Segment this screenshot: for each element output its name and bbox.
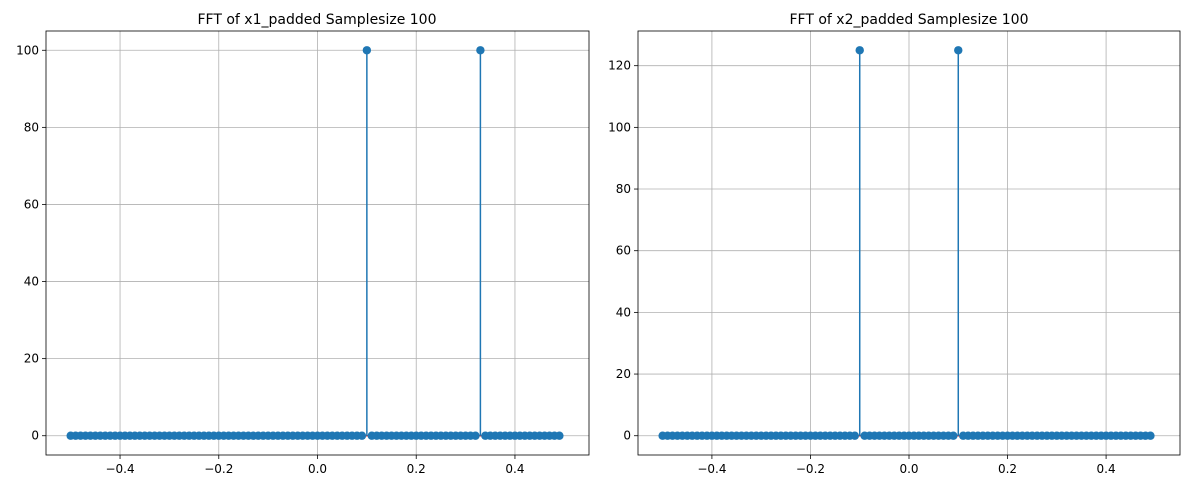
stems (366, 50, 482, 436)
x-tick-label: −0.4 (105, 462, 134, 476)
stem-marker (357, 431, 367, 440)
markers (66, 46, 564, 440)
x-tick-label: −0.2 (796, 462, 825, 476)
stem-marker (476, 46, 485, 55)
stems (858, 50, 960, 436)
y-tick-label: 60 (24, 197, 39, 211)
x-tick-label: 0.0 (899, 462, 918, 476)
stem-marker (850, 431, 859, 440)
stem-marker (949, 431, 958, 440)
y-tick-label: 80 (24, 120, 39, 134)
stem-marker (1146, 431, 1155, 440)
stem-marker (855, 46, 864, 55)
x-tick-label: 0.2 (998, 462, 1017, 476)
x-tick-label: 0.4 (505, 462, 524, 476)
subplot-2: FFT of x2_padded Samplesize 100 −0.4 −0.2… (608, 12, 1181, 476)
y-tick-label: 100 (16, 43, 39, 57)
y-tick-label: 20 (24, 352, 39, 366)
y-tick-label: 80 (616, 182, 631, 196)
chart-title: FFT of x2_padded Samplesize 100 (790, 12, 1029, 28)
stem-marker (954, 46, 963, 55)
y-tick-label: 40 (616, 305, 631, 319)
y-tick-label: 100 (608, 120, 631, 134)
markers (658, 46, 1155, 440)
x-tick-label: 0.0 (308, 462, 327, 476)
x-tick-label: −0.2 (204, 462, 233, 476)
y-tick-label: 0 (31, 429, 39, 443)
stem-marker (362, 46, 372, 55)
y-tick-label: 20 (616, 367, 631, 381)
x-tick-label: 0.2 (407, 462, 426, 476)
grid (638, 31, 1180, 455)
stem-marker (555, 431, 564, 440)
axis-ticks: −0.4 −0.2 0.0 0.2 0.4 0 20 40 60 80 100 120 (608, 59, 1116, 476)
chart-title: FFT of x1_padded Samplesize 100 (198, 12, 437, 28)
x-tick-label: 0.4 (1097, 462, 1116, 476)
y-tick-label: 120 (608, 59, 631, 73)
y-tick-label: 0 (623, 429, 631, 443)
x-tick-label: −0.4 (697, 462, 726, 476)
stem-marker (471, 431, 480, 440)
y-tick-label: 40 (24, 275, 39, 289)
grid (46, 31, 589, 455)
y-tick-label: 60 (616, 244, 631, 258)
subplot-1: FFT of x1_padded Samplesize 100 −0.4 −0.2… (16, 12, 590, 476)
axis-ticks: −0.4 −0.2 0.0 0.2 0.4 0 20 40 60 80 100 (16, 43, 524, 476)
